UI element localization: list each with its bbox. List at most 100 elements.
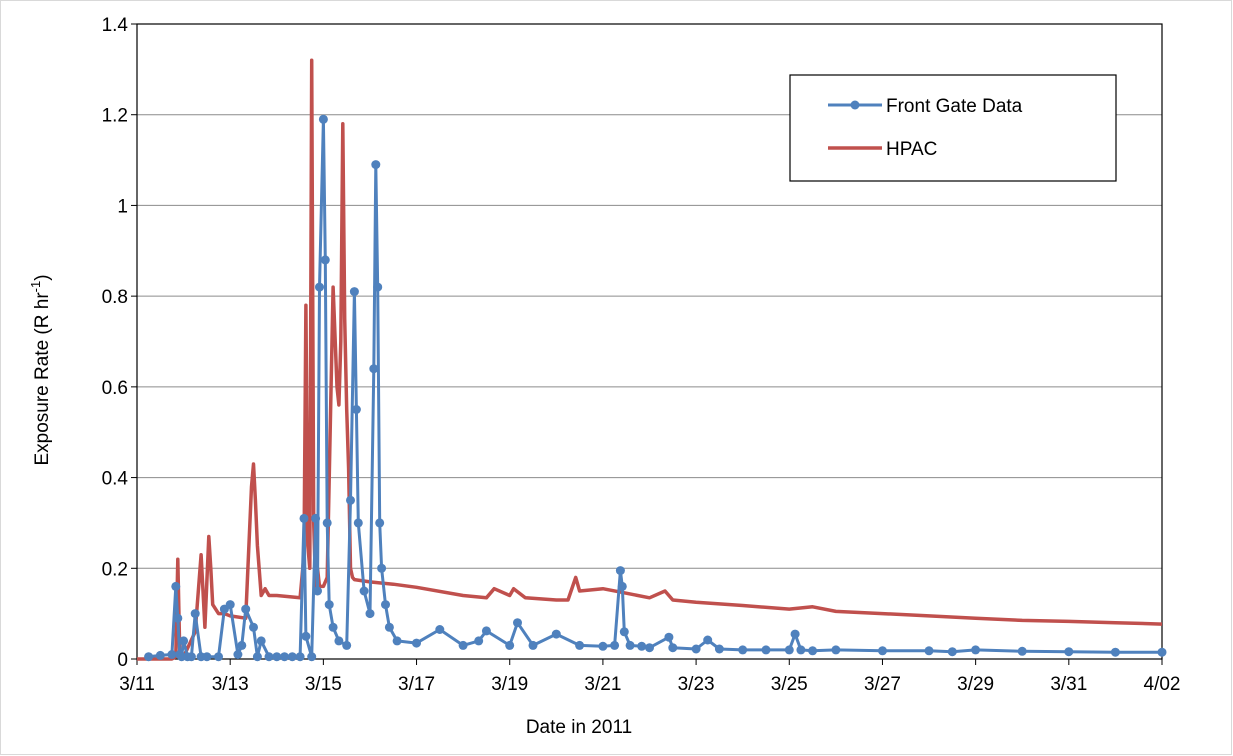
x-tick-label-0: 3/11 <box>119 674 155 695</box>
data-point-front-gate-data <box>1064 647 1074 657</box>
legend-label-front-gate-data: Front Gate Data <box>886 96 1023 117</box>
data-point-front-gate-data <box>144 652 154 662</box>
data-point-front-gate-data <box>155 650 165 660</box>
data-point-front-gate-data <box>831 645 841 655</box>
x-tick-label-11: 4/02 <box>1144 674 1181 695</box>
data-point-front-gate-data <box>617 581 627 591</box>
data-point-front-gate-data <box>971 645 981 655</box>
data-point-front-gate-data <box>703 635 713 645</box>
data-point-front-gate-data <box>202 652 212 662</box>
data-point-front-gate-data <box>295 652 305 662</box>
data-point-front-gate-data <box>505 640 515 650</box>
legend-marker-front-gate-data <box>850 100 860 110</box>
y-axis: 0 0.2 0.4 0.6 0.8 1 1.2 1.4 <box>102 15 137 671</box>
data-point-front-gate-data <box>381 600 390 610</box>
data-point-front-gate-data <box>377 563 387 573</box>
data-point-front-gate-data <box>435 625 445 634</box>
legend-label-hpac: HPAC <box>886 139 937 160</box>
data-point-front-gate-data <box>241 604 251 614</box>
data-point-front-gate-data <box>714 644 724 654</box>
y-axis-title-close: ) <box>32 274 53 280</box>
x-tick-label-7: 3/25 <box>771 674 808 695</box>
data-point-front-gate-data <box>311 513 321 523</box>
data-point-front-gate-data <box>619 627 629 637</box>
data-point-front-gate-data <box>252 652 262 662</box>
data-point-front-gate-data <box>947 647 957 657</box>
legend: Front Gate Data HPAC <box>789 74 1117 182</box>
data-point-front-gate-data <box>214 652 223 662</box>
data-point-front-gate-data <box>664 632 674 642</box>
y-axis-title-superscript: -1 <box>28 281 43 293</box>
x-tick-label-8: 3/27 <box>864 674 901 695</box>
data-point-front-gate-data <box>691 644 701 654</box>
data-point-front-gate-data <box>280 652 289 662</box>
x-tick-label-1: 3/13 <box>212 674 249 695</box>
x-tick-label-10: 3/31 <box>1050 674 1087 695</box>
y-tick-label-6: 1.2 <box>102 106 128 127</box>
data-point-front-gate-data <box>645 643 654 653</box>
data-point-front-gate-data <box>808 646 818 656</box>
data-point-front-gate-data <box>256 636 266 646</box>
data-point-front-gate-data <box>481 626 491 636</box>
x-tick-label-4: 3/19 <box>491 674 528 695</box>
series-front-gate-data <box>144 114 1167 662</box>
data-point-front-gate-data <box>353 518 363 528</box>
data-point-front-gate-data <box>615 566 625 576</box>
data-point-front-gate-data <box>458 640 468 650</box>
y-axis-title-main: Exposure Rate (R hr <box>32 292 53 466</box>
x-tick-label-3: 3/17 <box>398 674 435 695</box>
data-point-front-gate-data <box>371 160 381 170</box>
data-point-front-gate-data <box>307 652 317 662</box>
data-point-front-gate-data <box>598 641 608 651</box>
data-point-front-gate-data <box>349 287 359 297</box>
y-tick-label-7: 1.4 <box>102 15 129 36</box>
series-line-hpac <box>137 58 1163 661</box>
data-point-front-gate-data <box>761 645 771 655</box>
data-point-front-gate-data <box>186 652 196 662</box>
data-point-front-gate-data <box>313 586 322 596</box>
data-point-front-gate-data <box>264 652 274 662</box>
gridlines <box>137 114 1162 569</box>
data-point-front-gate-data <box>1157 647 1167 657</box>
x-tick-label-5: 3/21 <box>584 674 621 695</box>
data-point-front-gate-data <box>324 600 334 610</box>
y-tick-label-2: 0.4 <box>102 469 129 490</box>
data-point-front-gate-data <box>328 622 338 632</box>
data-point-front-gate-data <box>171 581 181 591</box>
x-axis-title: Date in 2011 <box>526 717 632 738</box>
data-point-front-gate-data <box>375 518 385 528</box>
data-point-front-gate-data <box>1110 647 1120 657</box>
data-point-front-gate-data <box>167 650 177 659</box>
data-point-front-gate-data <box>365 609 375 619</box>
data-point-front-gate-data <box>233 650 243 659</box>
data-point-front-gate-data <box>528 640 538 650</box>
data-point-front-gate-data <box>173 613 183 623</box>
x-tick-label-6: 3/23 <box>678 674 715 695</box>
data-point-front-gate-data <box>878 646 887 656</box>
data-point-front-gate-data <box>392 636 402 646</box>
data-point-front-gate-data <box>320 255 330 265</box>
x-axis: 3/11 3/13 3/15 3/17 3/19 3/21 3/23 3/25 3/27 3/29… <box>119 659 1180 695</box>
data-point-front-gate-data <box>287 652 297 662</box>
data-point-front-gate-data <box>369 364 379 374</box>
data-point-front-gate-data <box>301 631 311 641</box>
y-tick-label-1: 0.2 <box>102 559 128 580</box>
data-point-front-gate-data <box>474 636 484 646</box>
data-point-front-gate-data <box>575 640 585 650</box>
data-point-front-gate-data <box>668 643 678 653</box>
data-point-front-gate-data <box>924 646 934 656</box>
data-point-front-gate-data <box>351 405 361 414</box>
data-point-front-gate-data <box>359 586 369 596</box>
y-tick-label-4: 0.8 <box>102 287 128 308</box>
data-point-front-gate-data <box>373 282 383 292</box>
data-point-front-gate-data <box>610 640 620 650</box>
data-point-front-gate-data <box>190 609 200 619</box>
data-point-front-gate-data <box>738 645 748 655</box>
x-tick-label-2: 3/15 <box>305 674 342 695</box>
plot-area <box>136 23 1163 660</box>
data-point-front-gate-data <box>315 282 324 292</box>
data-point-front-gate-data <box>796 645 806 655</box>
data-point-front-gate-data <box>412 638 421 648</box>
